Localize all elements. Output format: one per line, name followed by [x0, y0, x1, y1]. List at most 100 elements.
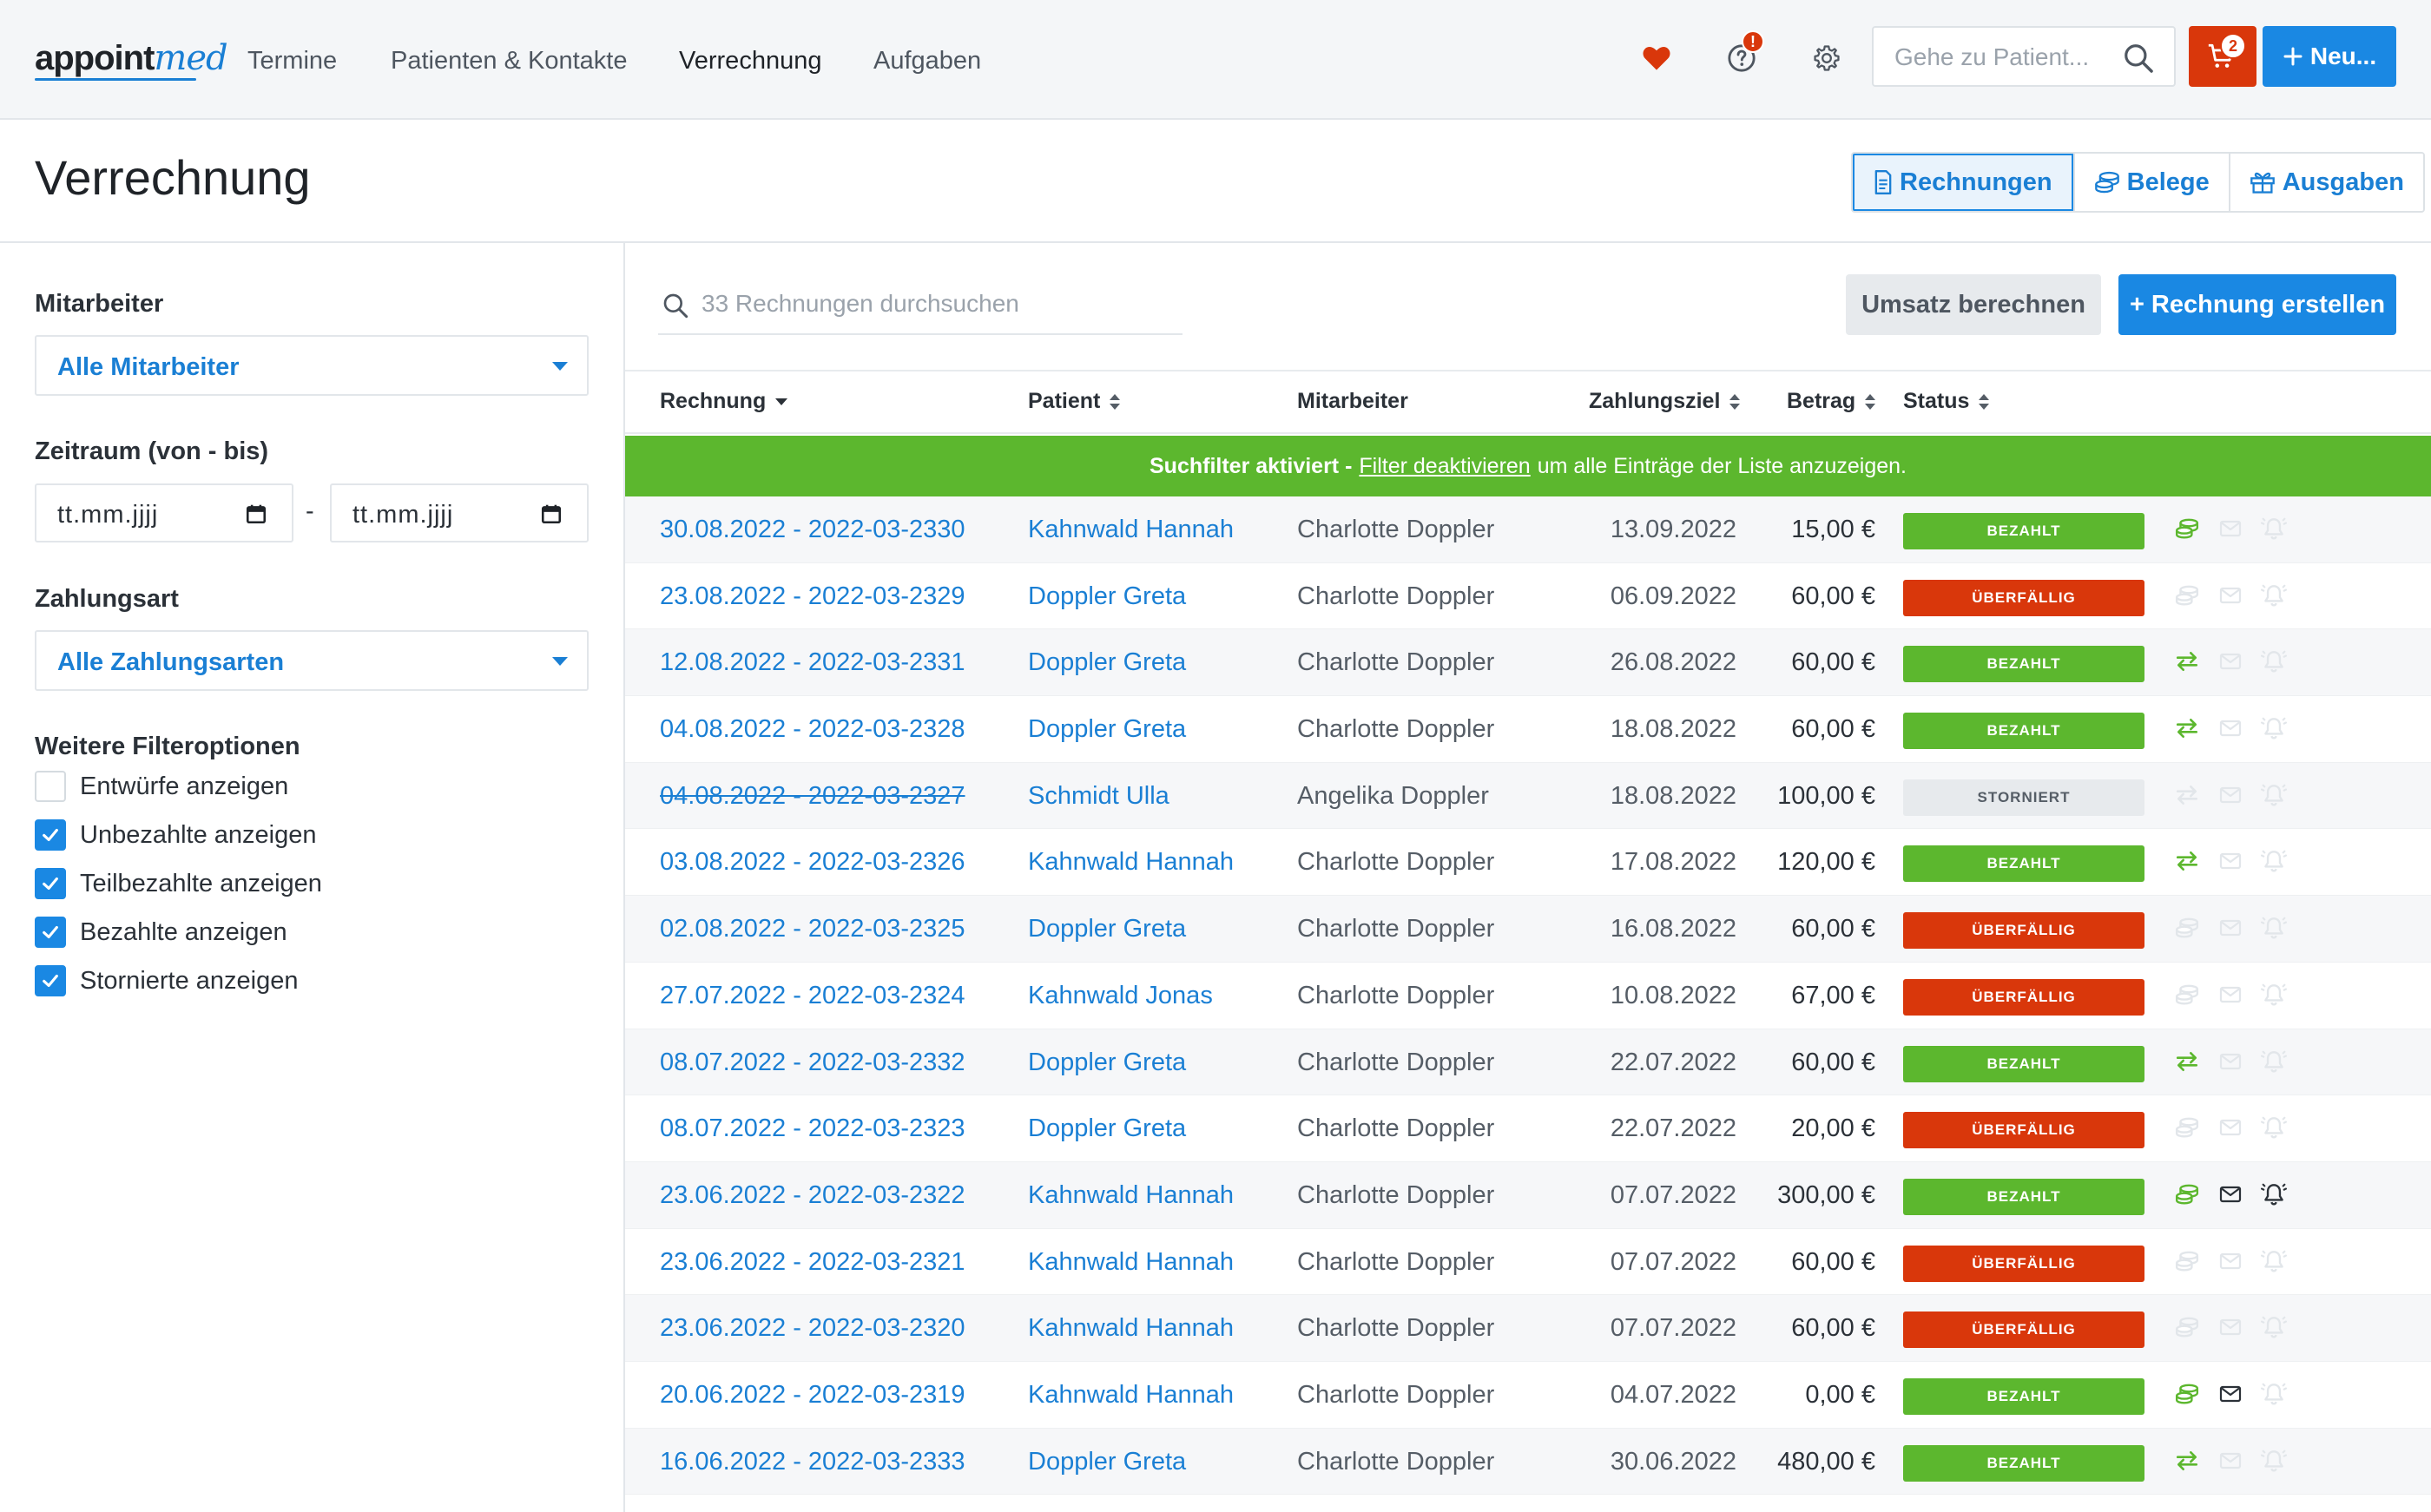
patient-link[interactable]: Doppler Greta — [1028, 648, 1187, 677]
table-row[interactable]: 23.06.2022 - 2022-03-2321 Kahnwald Hannah… — [625, 1229, 2431, 1296]
filter-checkbox-row[interactable]: Bezahlte anzeigen — [35, 916, 287, 949]
cash-payment-icon[interactable] — [2174, 1114, 2200, 1141]
reminder-bell-icon[interactable] — [2261, 1049, 2287, 1075]
patient-link[interactable]: Kahnwald Hannah — [1028, 1180, 1235, 1209]
bank-transfer-icon[interactable] — [2174, 648, 2200, 674]
app-logo[interactable]: appointmed — [35, 38, 228, 78]
table-row[interactable]: 23.06.2022 - 2022-03-2322 Kahnwald Hannah… — [625, 1161, 2431, 1229]
column-header-due[interactable]: Zahlungsziel — [1589, 389, 1741, 414]
mail-icon[interactable] — [2217, 1049, 2243, 1075]
filter-checkbox[interactable] — [35, 917, 66, 948]
cash-payment-icon[interactable] — [2174, 982, 2200, 1008]
reminder-bell-icon[interactable] — [2261, 915, 2287, 941]
mail-icon[interactable] — [2217, 848, 2243, 874]
patient-search-input[interactable] — [1894, 40, 2111, 75]
filter-checkbox[interactable] — [35, 868, 66, 899]
invoice-search-input[interactable] — [702, 286, 1170, 321]
mail-icon[interactable] — [2217, 715, 2243, 741]
nav-aufgaben[interactable]: Aufgaben — [873, 47, 982, 75]
cash-payment-icon[interactable] — [2174, 1381, 2200, 1407]
calendar-icon[interactable] — [245, 503, 267, 525]
payment-type-select[interactable]: Alle Zahlungsarten — [35, 630, 589, 691]
invoice-link[interactable]: 23.06.2022 - 2022-03-2321 — [660, 1247, 965, 1276]
mail-icon[interactable] — [2217, 516, 2243, 542]
invoice-link[interactable]: 23.06.2022 - 2022-03-2322 — [660, 1180, 965, 1209]
filter-checkbox-row[interactable]: Teilbezahlte anzeigen — [35, 867, 322, 900]
mail-icon[interactable] — [2217, 648, 2243, 674]
help-icon[interactable]: ! — [1723, 30, 1764, 77]
mail-icon[interactable] — [2217, 1314, 2243, 1340]
filter-checkbox[interactable] — [35, 965, 66, 996]
patient-link[interactable]: Doppler Greta — [1028, 582, 1187, 610]
invoice-link[interactable]: 04.08.2022 - 2022-03-2327 — [660, 781, 965, 810]
invoice-link[interactable]: 03.08.2022 - 2022-03-2326 — [660, 848, 965, 877]
reminder-bell-icon[interactable] — [2261, 582, 2287, 608]
invoice-link[interactable]: 08.07.2022 - 2022-03-2323 — [660, 1114, 965, 1143]
column-header-status[interactable]: Status — [1903, 389, 1990, 414]
filter-checkbox[interactable] — [35, 819, 66, 851]
patient-link[interactable]: Doppler Greta — [1028, 915, 1187, 943]
cash-payment-icon[interactable] — [2174, 1248, 2200, 1274]
patient-link[interactable]: Kahnwald Hannah — [1028, 848, 1235, 877]
new-button[interactable]: Neu... — [2263, 26, 2396, 87]
table-row[interactable]: 16.06.2022 - 2022-03-2333 Doppler Greta Ch… — [625, 1428, 2431, 1496]
calculate-revenue-button[interactable]: Umsatz berechnen — [1846, 274, 2101, 335]
reminder-bell-icon[interactable] — [2261, 982, 2287, 1008]
table-row[interactable]: 27.07.2022 - 2022-03-2324 Kahnwald Jonas C… — [625, 963, 2431, 1029]
table-row[interactable]: 02.08.2022 - 2022-03-2325 Doppler Greta Ch… — [625, 896, 2431, 963]
patient-link[interactable]: Doppler Greta — [1028, 715, 1187, 744]
deactivate-filter-link[interactable]: Filter deaktivieren — [1359, 453, 1531, 478]
cash-payment-icon[interactable] — [2174, 1181, 2200, 1207]
cash-payment-icon[interactable] — [2174, 516, 2200, 542]
tab-belege[interactable]: Belege — [2072, 154, 2229, 211]
nav-verrechnung[interactable]: Verrechnung — [679, 47, 822, 75]
patient-link[interactable]: Kahnwald Hannah — [1028, 516, 1235, 543]
patient-link[interactable]: Doppler Greta — [1028, 1048, 1187, 1076]
invoice-link[interactable]: 16.06.2022 - 2022-03-2333 — [660, 1447, 965, 1476]
invoice-link[interactable]: 23.06.2022 - 2022-03-2320 — [660, 1314, 965, 1343]
cash-payment-icon[interactable] — [2174, 915, 2200, 941]
reminder-bell-icon[interactable] — [2261, 1448, 2287, 1474]
search-icon[interactable] — [2122, 42, 2155, 75]
table-row[interactable]: 08.07.2022 - 2022-03-2323 Doppler Greta Ch… — [625, 1095, 2431, 1162]
patient-link[interactable]: Kahnwald Hannah — [1028, 1314, 1235, 1343]
reminder-bell-icon[interactable] — [2261, 1381, 2287, 1407]
invoice-link[interactable]: 08.07.2022 - 2022-03-2332 — [660, 1048, 965, 1076]
reminder-bell-icon[interactable] — [2261, 715, 2287, 741]
cash-payment-icon[interactable] — [2174, 1314, 2200, 1340]
filter-checkbox-row[interactable]: Entwürfe anzeigen — [35, 770, 288, 803]
cash-payment-icon[interactable] — [2174, 582, 2200, 608]
reminder-bell-icon[interactable] — [2261, 1114, 2287, 1141]
reminder-bell-icon[interactable] — [2261, 648, 2287, 674]
employee-select[interactable]: Alle Mitarbeiter — [35, 335, 589, 396]
table-row[interactable]: 04.08.2022 - 2022-03-2328 Doppler Greta Ch… — [625, 696, 2431, 763]
mail-icon[interactable] — [2217, 1448, 2243, 1474]
invoice-link[interactable]: 30.08.2022 - 2022-03-2330 — [660, 516, 965, 543]
patient-link[interactable]: Doppler Greta — [1028, 1447, 1187, 1476]
invoice-link[interactable]: 12.08.2022 - 2022-03-2331 — [660, 648, 965, 677]
create-invoice-button[interactable]: + Rechnung erstellen — [2118, 274, 2396, 335]
patient-link[interactable]: Kahnwald Jonas — [1028, 981, 1213, 1009]
table-row[interactable]: 30.08.2022 - 2022-03-2330 Kahnwald Hannah… — [625, 496, 2431, 563]
table-row[interactable]: 03.08.2022 - 2022-03-2326 Kahnwald Hannah… — [625, 829, 2431, 897]
mail-icon[interactable] — [2217, 782, 2243, 808]
mail-icon[interactable] — [2217, 1381, 2243, 1407]
invoice-link[interactable]: 23.08.2022 - 2022-03-2329 — [660, 582, 965, 610]
bank-transfer-icon[interactable] — [2174, 848, 2200, 874]
date-to-input[interactable]: tt.mm.jjjj — [330, 483, 589, 542]
patient-link[interactable]: Doppler Greta — [1028, 1114, 1187, 1143]
tab-rechnungen[interactable]: Rechnungen — [1853, 154, 2073, 211]
reminder-bell-icon[interactable] — [2261, 1181, 2287, 1207]
bank-transfer-icon[interactable] — [2174, 715, 2200, 741]
table-row[interactable]: 12.08.2022 - 2022-03-2331 Doppler Greta Ch… — [625, 629, 2431, 697]
mail-icon[interactable] — [2217, 915, 2243, 941]
invoice-link[interactable]: 04.08.2022 - 2022-03-2328 — [660, 715, 965, 744]
tab-ausgaben[interactable]: Ausgaben — [2228, 154, 2423, 211]
patient-link[interactable]: Kahnwald Hannah — [1028, 1247, 1235, 1276]
reminder-bell-icon[interactable] — [2261, 782, 2287, 808]
filter-checkbox[interactable] — [35, 771, 66, 802]
table-row[interactable]: 23.08.2022 - 2022-03-2329 Doppler Greta Ch… — [625, 563, 2431, 630]
reminder-bell-icon[interactable] — [2261, 516, 2287, 542]
nav-termine[interactable]: Termine — [247, 47, 338, 75]
reminder-bell-icon[interactable] — [2261, 848, 2287, 874]
